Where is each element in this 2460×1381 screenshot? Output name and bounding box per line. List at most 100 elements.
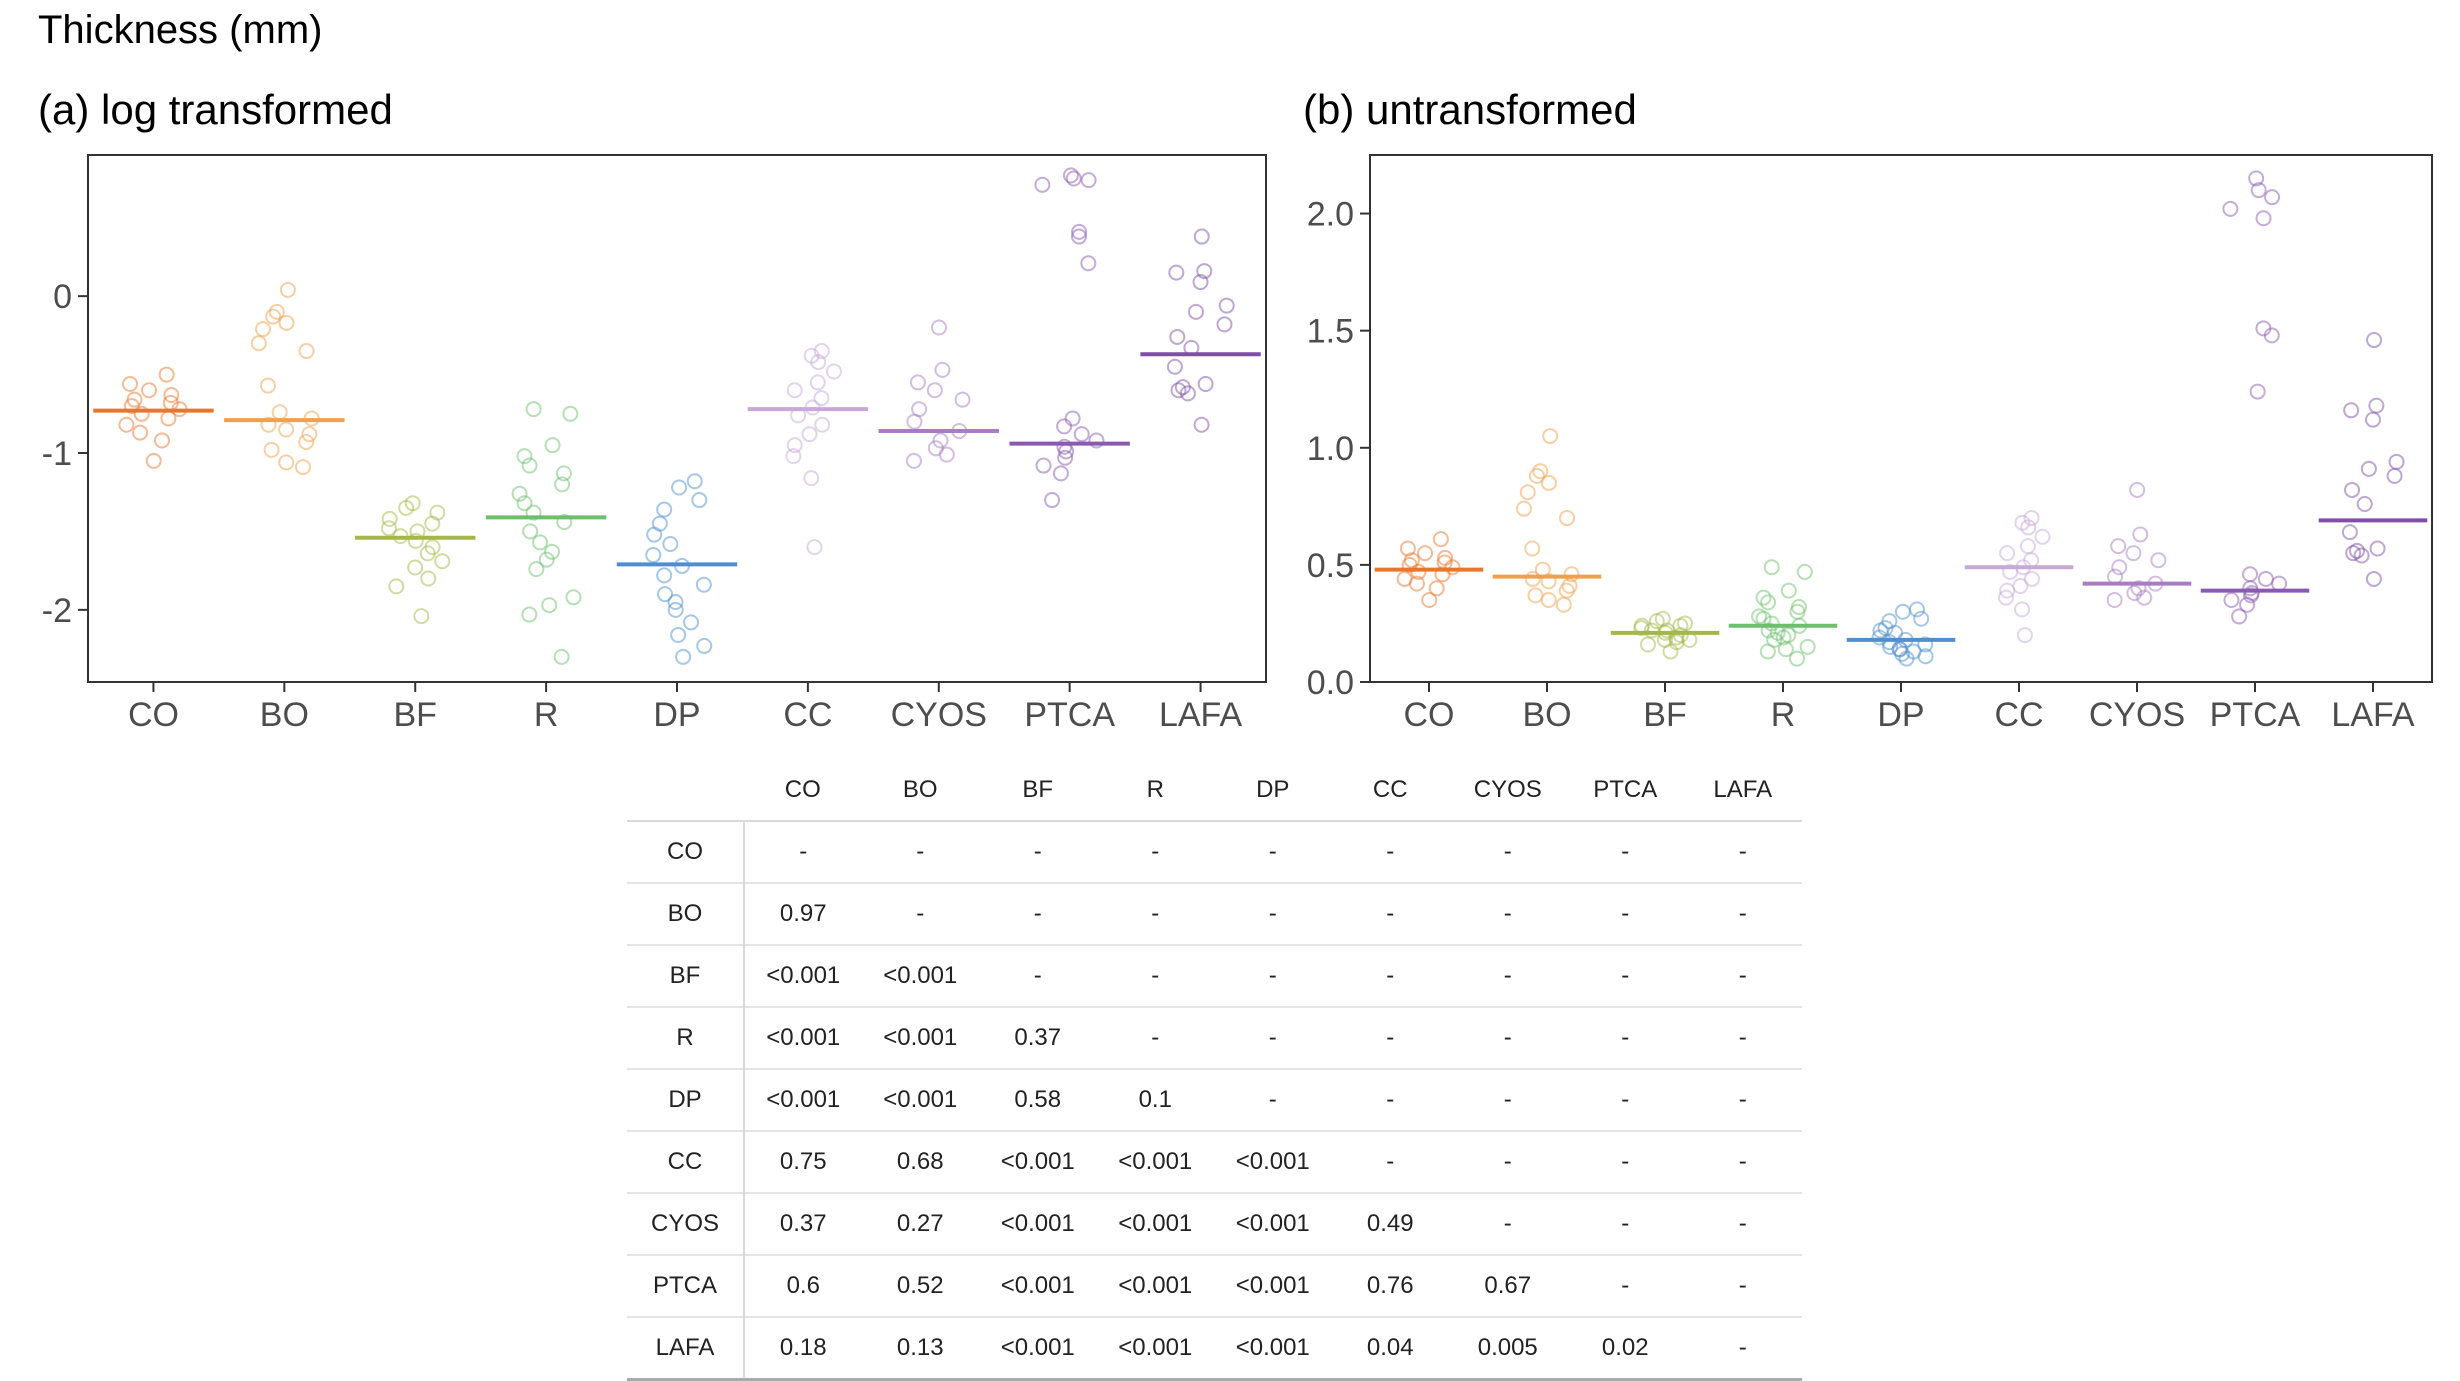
panel-a-point-co bbox=[118, 416, 135, 433]
table-cell: <0.001 bbox=[766, 1024, 841, 1051]
column-header-bo: BO bbox=[861, 760, 979, 822]
panel-b-point-ptca bbox=[2242, 587, 2259, 604]
panel-b-point-dp bbox=[1898, 650, 1915, 667]
panel-a-point-bo bbox=[294, 459, 311, 476]
column-header-r: R bbox=[1096, 760, 1214, 822]
panel-b-point-ptca bbox=[2248, 170, 2265, 187]
panel-a-point-r bbox=[543, 543, 560, 560]
panel-b-point-lafa bbox=[2369, 540, 2386, 557]
table-cell: 0.005 bbox=[1477, 1334, 1538, 1361]
table-cell: - bbox=[1621, 962, 1630, 989]
panel-a-point-cc bbox=[809, 374, 826, 391]
panel-a-point-r bbox=[511, 485, 528, 502]
panel-a-point-r bbox=[555, 465, 572, 482]
panel-a-point-ptca bbox=[1080, 172, 1097, 189]
panel-b-point-ptca bbox=[2223, 592, 2240, 609]
panel-b-point-cyos bbox=[2126, 584, 2143, 601]
panel-a-point-dp bbox=[695, 576, 712, 593]
panel-a-point-r bbox=[532, 534, 549, 551]
table-cell: <0.001 bbox=[883, 1086, 958, 1113]
panel-a-point-lafa bbox=[1196, 263, 1213, 280]
panel-b-point-r bbox=[1755, 589, 1772, 606]
panel-b-point-ptca bbox=[2250, 182, 2267, 199]
table-cell: - bbox=[1268, 1086, 1277, 1113]
panel-a-point-r bbox=[554, 476, 571, 493]
row-header-ptca: PTCA bbox=[627, 1255, 745, 1317]
panel-a-point-r bbox=[556, 514, 573, 531]
panel-a-point-cyos bbox=[954, 391, 971, 408]
panel-a-point-r bbox=[538, 551, 555, 568]
panel-a-point-lafa bbox=[1192, 274, 1209, 291]
table-cell: - bbox=[1621, 1024, 1630, 1051]
panel-b-x-tick-label: BF bbox=[1643, 696, 1686, 734]
table-cell: <0.001 bbox=[1000, 1210, 1075, 1237]
panel-a-point-lafa bbox=[1170, 382, 1187, 399]
table-cell: 0.02 bbox=[1601, 1334, 1649, 1361]
panel-a-x-tick-label: DP bbox=[653, 696, 700, 734]
panel-a-x-tick-label: BO bbox=[260, 696, 309, 734]
panel-a-point-cc bbox=[810, 354, 827, 371]
panel-b-x-tick-label: R bbox=[1771, 696, 1796, 734]
panel-b-title: (b) untransformed bbox=[1303, 86, 1637, 133]
panel-b-point-co bbox=[1408, 575, 1425, 592]
table-cell: <0.001 bbox=[1118, 1148, 1193, 1175]
panel-a-point-cyos bbox=[930, 319, 947, 336]
table-cell: <0.001 bbox=[766, 962, 841, 989]
panel-a-y-tick-label: -2 bbox=[42, 592, 72, 630]
table-cell: - bbox=[1738, 1272, 1747, 1299]
table-cell: - bbox=[1503, 900, 1512, 927]
panel-b-point-ptca bbox=[2271, 575, 2288, 592]
panel-a-point-bf bbox=[407, 559, 424, 576]
table-cell: - bbox=[1738, 1210, 1747, 1237]
panel-b-point-cc bbox=[2019, 538, 2036, 555]
panel-b-point-cyos bbox=[2132, 526, 2149, 543]
panel-b-point-r bbox=[1799, 638, 1816, 655]
panel-a-point-ptca bbox=[1062, 167, 1079, 184]
panel-b-point-bo bbox=[1540, 592, 1557, 609]
panel-a-point-ptca bbox=[1088, 432, 1105, 449]
panel-b-point-cc bbox=[1999, 545, 2016, 562]
panel-a-point-bo bbox=[278, 421, 295, 438]
table-cell: - bbox=[916, 838, 925, 865]
table-cell: - bbox=[1151, 838, 1160, 865]
panel-b-point-ptca bbox=[2239, 596, 2256, 613]
panel-b-point-ptca bbox=[2249, 383, 2266, 400]
table-cell: - bbox=[1151, 962, 1160, 989]
panel-a-point-bf bbox=[407, 532, 424, 549]
panel-b-point-lafa bbox=[2353, 547, 2370, 564]
panel-a-point-r bbox=[553, 648, 570, 665]
table-row: CO - - - - - - - - - bbox=[627, 821, 1802, 883]
pvalue-table-corner bbox=[627, 760, 744, 822]
panel-a-point-cyos bbox=[926, 382, 943, 399]
table-cell: - bbox=[1033, 962, 1042, 989]
pvalue-table: CO BO BF R DP CC CYOS PTCA LAFA CO - - - - - - - - - BO 0.9… bbox=[627, 760, 1802, 1381]
panel-a-point-cyos bbox=[909, 374, 926, 391]
panel-b-y-tick-label: 0.0 bbox=[1307, 664, 1354, 702]
panel-a-point-dp bbox=[696, 637, 713, 654]
panel-a-point-lafa bbox=[1169, 328, 1186, 345]
panel-a-point-lafa bbox=[1193, 416, 1210, 433]
panel-b-point-ptca bbox=[2231, 608, 2248, 625]
table-cell: <0.001 bbox=[1235, 1210, 1310, 1237]
table-cell: - bbox=[1738, 1024, 1747, 1051]
panel-b-point-bo bbox=[1519, 484, 1536, 501]
panel-a-point-bo bbox=[263, 441, 280, 458]
panel-a-point-lafa bbox=[1179, 385, 1196, 402]
panel-a-point-bf bbox=[424, 515, 441, 532]
panel-a-point-lafa bbox=[1197, 375, 1214, 392]
table-cell: <0.001 bbox=[1235, 1148, 1310, 1175]
panel-a-point-lafa bbox=[1187, 303, 1204, 320]
panel-b-point-co bbox=[1434, 566, 1451, 583]
column-header-cyos: CYOS bbox=[1449, 760, 1567, 822]
panel-a-point-cc bbox=[803, 470, 820, 487]
panel-b-x-tick-label: DP bbox=[1877, 696, 1924, 734]
panel-a-point-cyos bbox=[934, 361, 951, 378]
panel-a-point-cc bbox=[785, 448, 802, 465]
table-cell: - bbox=[1621, 838, 1630, 865]
table-row: LAFA 0.18 0.13 <0.001 <0.001 <0.001 0.04 0.005 0… bbox=[627, 1317, 1802, 1380]
panel-b-x-tick-label: CC bbox=[1994, 696, 2043, 734]
panel-b-point-co bbox=[1410, 563, 1427, 580]
table-row: DP <0.001 <0.001 0.58 0.1 - - - - - bbox=[627, 1069, 1802, 1131]
table-cell: 0.76 bbox=[1366, 1272, 1414, 1299]
row-header-dp: DP bbox=[627, 1069, 745, 1131]
